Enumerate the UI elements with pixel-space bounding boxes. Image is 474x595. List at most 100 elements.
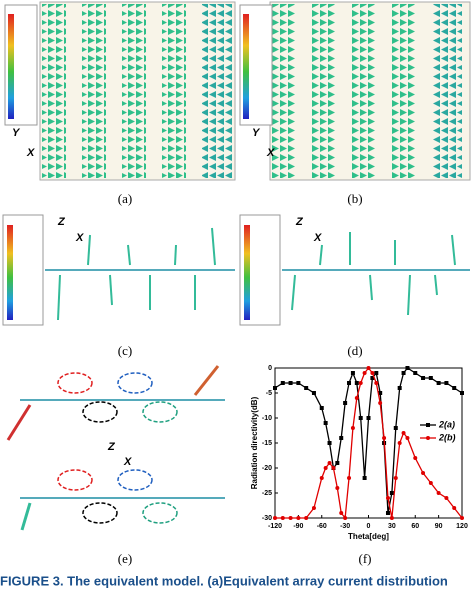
marker: [335, 461, 340, 465]
marker: [280, 381, 285, 385]
legend-marker: [426, 423, 430, 427]
axis-label: Z: [57, 216, 66, 228]
marker: [366, 416, 371, 420]
marker: [428, 481, 433, 485]
marker: [413, 456, 418, 460]
marker: [421, 471, 426, 475]
caption: FIGURE 3. The equivalent model. (a)Equiv…: [0, 573, 448, 588]
legend-label: 2(a): [438, 419, 455, 429]
marker: [335, 486, 340, 490]
marker: [382, 436, 387, 440]
panel-label: (e): [118, 551, 132, 566]
panel-b: Y X (b): [239, 1, 471, 206]
y-tick-label: 0: [268, 365, 272, 372]
marker: [311, 506, 316, 510]
marker: [354, 396, 359, 400]
marker: [405, 436, 410, 440]
marker: [358, 416, 363, 420]
marker: [460, 391, 464, 395]
marker: [304, 516, 309, 520]
marker: [354, 381, 359, 385]
marker: [452, 386, 457, 390]
marker: [319, 476, 324, 480]
series-line: [275, 366, 463, 520]
y-tick-label: -25: [262, 490, 272, 497]
marker: [280, 516, 285, 520]
marker: [389, 491, 394, 495]
marker: [304, 386, 309, 390]
axis-label: X: [313, 232, 322, 244]
marker: [343, 401, 348, 405]
marker: [385, 511, 390, 515]
marker: [273, 386, 277, 390]
y-tick-label: -5: [266, 390, 272, 397]
marker: [358, 381, 363, 385]
marker: [413, 371, 418, 375]
x-tick-label: -30: [340, 523, 350, 530]
marker: [350, 371, 355, 375]
plot-area: [274, 367, 463, 519]
axis-label: Z: [107, 441, 116, 453]
y-axis-label: Radiation directivity(dB): [250, 396, 259, 489]
x-tick-label: 0: [367, 523, 371, 530]
marker: [378, 391, 383, 395]
marker: [405, 366, 410, 370]
marker: [296, 381, 301, 385]
panel-c: Z X (c): [2, 214, 235, 358]
marker: [436, 491, 441, 495]
marker: [444, 496, 449, 500]
marker: [374, 371, 379, 375]
axis-label: X: [26, 147, 35, 159]
marker: [421, 376, 426, 380]
axis-label: Y: [252, 127, 261, 139]
legend-marker: [426, 436, 430, 440]
marker: [339, 511, 344, 515]
x-tick-label: -60: [317, 523, 327, 530]
marker: [366, 366, 371, 370]
x-tick-label: 120: [456, 523, 468, 530]
marker: [378, 401, 383, 405]
marker: [311, 391, 316, 395]
marker: [436, 381, 441, 385]
marker: [444, 381, 449, 385]
marker: [460, 516, 464, 520]
marker: [362, 371, 367, 375]
marker: [362, 476, 367, 480]
marker: [273, 516, 277, 520]
panel-d: Z X (d): [239, 214, 470, 358]
marker: [350, 426, 355, 430]
axis-label: Y: [12, 127, 21, 139]
marker: [397, 441, 402, 445]
panel-label: (d): [347, 343, 362, 358]
panel-label: (c): [118, 343, 132, 358]
marker: [296, 516, 301, 520]
marker: [319, 406, 324, 410]
panel-e: Z X (e): [6, 365, 225, 566]
marker: [401, 371, 406, 375]
chart: 0-5-10-15-20-25-30-120 -90 -60 -30 0 30 60 90 12…: [250, 365, 468, 541]
marker: [323, 421, 328, 425]
marker: [347, 381, 352, 385]
panel-label: (a): [118, 191, 132, 206]
axis-label: X: [75, 232, 84, 244]
axis-label: Z: [295, 216, 304, 228]
marker: [370, 376, 375, 380]
marker: [343, 516, 348, 520]
marker: [452, 506, 457, 510]
marker: [288, 381, 293, 385]
y-tick-label: -30: [262, 515, 272, 522]
panel-label: (f): [359, 551, 372, 566]
axis-label: X: [266, 147, 275, 159]
marker: [393, 426, 398, 430]
x-tick-label: 60: [411, 523, 419, 530]
y-tick-label: -15: [262, 440, 272, 447]
x-tick-label: 90: [435, 523, 443, 530]
marker: [288, 516, 293, 520]
y-tick-label: -20: [262, 465, 272, 472]
x-axis-label: Theta[deg]: [348, 532, 389, 541]
marker: [385, 496, 390, 500]
marker: [401, 431, 406, 435]
marker: [374, 381, 379, 385]
marker: [347, 476, 352, 480]
